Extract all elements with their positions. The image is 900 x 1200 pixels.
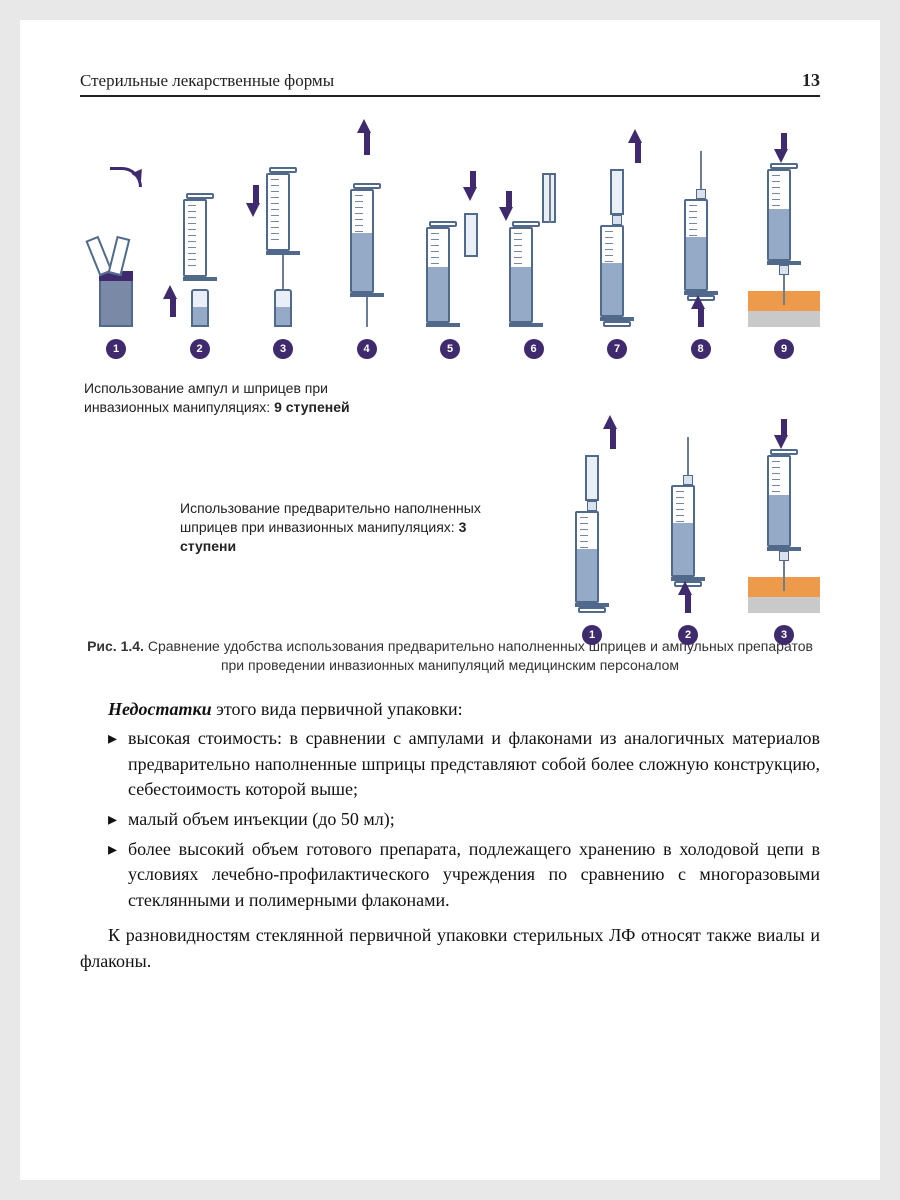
diagram-step: 3	[247, 127, 319, 359]
step-number-badge: 5	[440, 339, 460, 359]
step-number-badge: 8	[691, 339, 711, 359]
header-title: Стерильные лекарственные формы	[80, 71, 334, 91]
diagram-step: 6	[498, 127, 570, 359]
step-number-badge: 3	[774, 625, 794, 645]
diagram-row-1: 1 2	[80, 127, 820, 359]
diagram-step: 2	[652, 413, 724, 645]
lead-italic: Недостатки	[108, 699, 212, 719]
tail-paragraph: К разновидностям стеклянной первичной уп…	[80, 923, 820, 974]
figure-diagram: 1 2	[80, 127, 820, 627]
diagram-step: 8	[665, 127, 737, 359]
diagram-row-2: 1 2	[80, 413, 820, 645]
diagram-step: 1	[556, 413, 628, 645]
diagram-step: 4	[331, 127, 403, 359]
diagram-note-1: Использование ампул и шприцев при инвази…	[84, 379, 384, 417]
step-number-badge: 3	[273, 339, 293, 359]
step-number-badge: 7	[607, 339, 627, 359]
step-number-badge: 9	[774, 339, 794, 359]
step-number-badge: 2	[190, 339, 210, 359]
step-number-badge: 2	[678, 625, 698, 645]
step-number-badge: 4	[357, 339, 377, 359]
diagram-step: 5	[414, 127, 486, 359]
diagram-step: 2	[164, 127, 236, 359]
lead-paragraph: Недостатки этого вида первичной упаковки…	[80, 697, 820, 723]
page-number: 13	[802, 70, 820, 91]
diagram-step: 7	[581, 127, 653, 359]
body-text: Недостатки этого вида первичной упаковки…	[80, 697, 820, 974]
lead-rest: этого вида первичной упаковки:	[212, 699, 463, 719]
diagram-step: 9	[748, 127, 820, 359]
list-item: высокая стоимость: в сравнении с ампулам…	[108, 726, 820, 803]
page: Стерильные лекарственные формы 13 1	[20, 20, 880, 1180]
diagram-step: 1	[80, 127, 152, 359]
list-item: малый объем инъекции (до 50 мл);	[108, 807, 820, 833]
list-item: более высокий объем готового препарата, …	[108, 837, 820, 914]
diagram-step: 3	[748, 413, 820, 645]
step-number-badge: 1	[106, 339, 126, 359]
page-header: Стерильные лекарственные формы 13	[80, 70, 820, 97]
bullet-list: высокая стоимость: в сравнении с ампулам…	[108, 726, 820, 913]
step-number-badge: 6	[524, 339, 544, 359]
step-number-badge: 1	[582, 625, 602, 645]
